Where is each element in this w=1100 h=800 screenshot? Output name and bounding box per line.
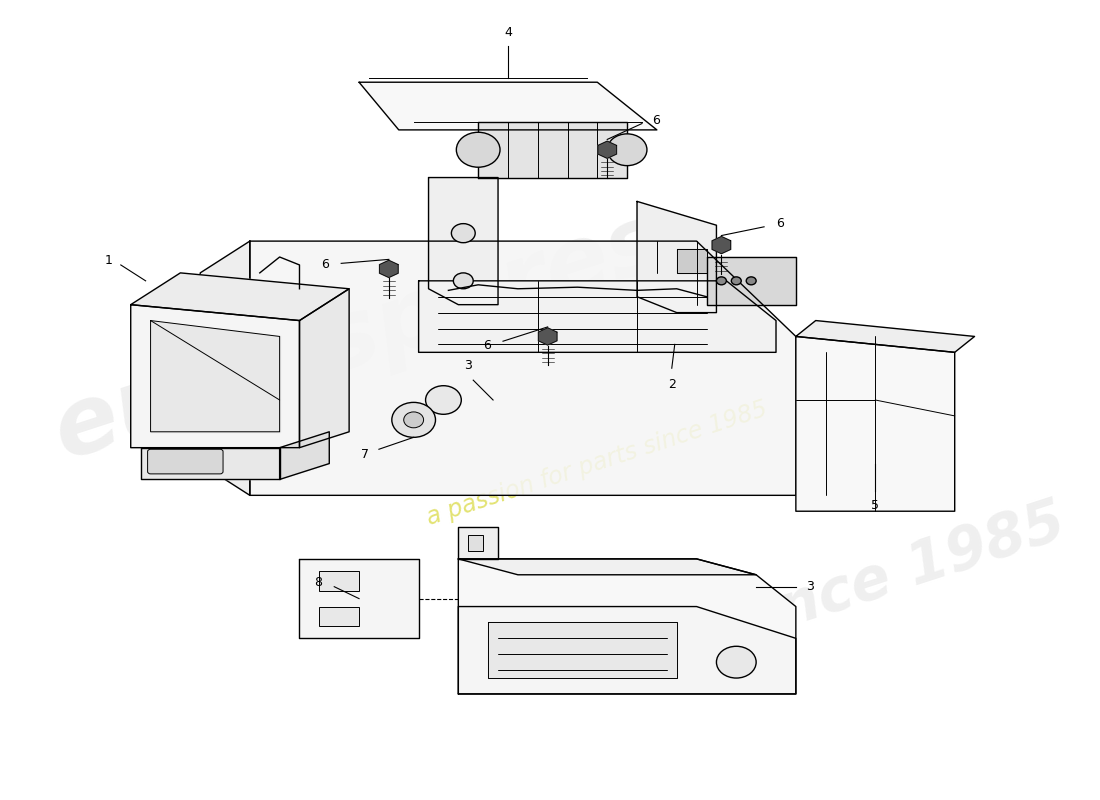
Polygon shape	[796, 321, 975, 352]
Polygon shape	[151, 321, 279, 432]
Polygon shape	[676, 249, 706, 273]
Bar	[469, 535, 483, 551]
Text: since 1985: since 1985	[718, 493, 1072, 657]
Text: euro-spares: euro-spares	[42, 194, 676, 478]
Polygon shape	[712, 237, 730, 254]
Circle shape	[746, 277, 756, 285]
FancyBboxPatch shape	[147, 450, 223, 474]
Polygon shape	[200, 241, 250, 495]
Circle shape	[392, 402, 436, 438]
Polygon shape	[299, 559, 419, 638]
Polygon shape	[359, 82, 657, 130]
Circle shape	[404, 412, 424, 428]
Polygon shape	[141, 448, 279, 479]
Polygon shape	[459, 527, 498, 559]
Circle shape	[451, 224, 475, 242]
Polygon shape	[429, 178, 498, 305]
Polygon shape	[459, 559, 796, 694]
Polygon shape	[598, 141, 616, 158]
Text: 5: 5	[871, 499, 879, 512]
Text: 6: 6	[321, 258, 329, 271]
Circle shape	[453, 273, 473, 289]
Polygon shape	[131, 273, 349, 321]
Text: a passion for parts since 1985: a passion for parts since 1985	[424, 397, 771, 530]
Circle shape	[426, 386, 461, 414]
Circle shape	[716, 646, 756, 678]
Text: 6: 6	[483, 339, 491, 353]
Text: 7: 7	[361, 447, 368, 461]
Bar	[319, 571, 359, 590]
Text: 1: 1	[104, 254, 113, 267]
Polygon shape	[131, 305, 299, 448]
Circle shape	[607, 134, 647, 166]
Polygon shape	[488, 622, 676, 678]
Text: 8: 8	[315, 576, 322, 590]
Text: 6: 6	[776, 217, 784, 230]
Circle shape	[716, 277, 726, 285]
Polygon shape	[706, 257, 796, 305]
Polygon shape	[279, 432, 329, 479]
Polygon shape	[459, 559, 756, 574]
Text: 3: 3	[464, 359, 472, 372]
Polygon shape	[478, 122, 627, 178]
Polygon shape	[419, 281, 776, 352]
Polygon shape	[637, 202, 716, 313]
Text: 3: 3	[806, 580, 814, 593]
Polygon shape	[250, 241, 796, 495]
Polygon shape	[379, 260, 398, 278]
Text: 2: 2	[668, 378, 675, 390]
Polygon shape	[459, 606, 796, 694]
Text: 6: 6	[652, 114, 660, 127]
Text: 4: 4	[504, 26, 512, 38]
Polygon shape	[299, 289, 349, 448]
Bar	[319, 606, 359, 626]
Circle shape	[456, 132, 501, 167]
Circle shape	[732, 277, 741, 285]
Polygon shape	[796, 337, 955, 511]
Polygon shape	[538, 328, 557, 345]
